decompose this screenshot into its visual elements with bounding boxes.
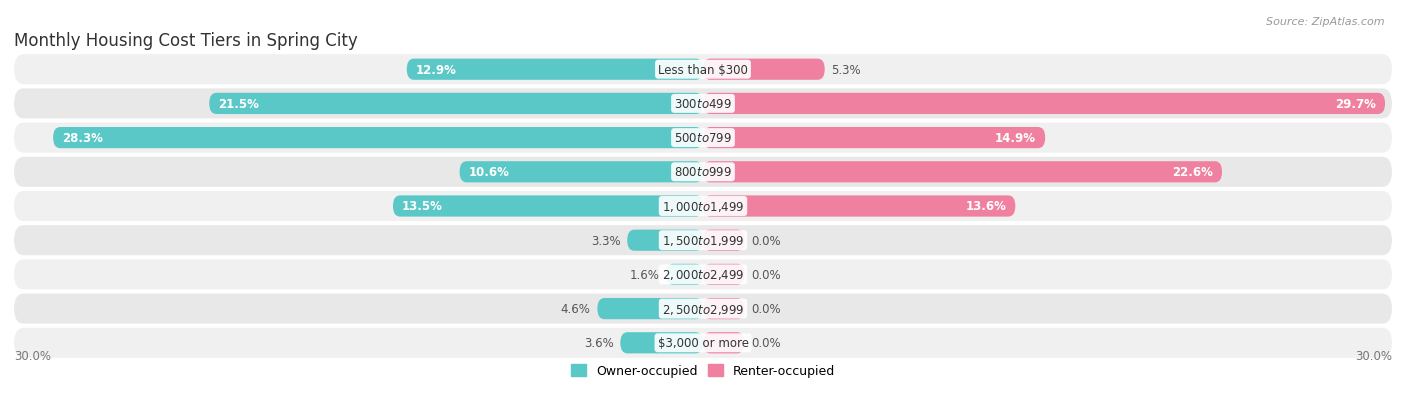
Text: $500 to $799: $500 to $799 <box>673 132 733 145</box>
FancyBboxPatch shape <box>703 128 1045 149</box>
Text: Source: ZipAtlas.com: Source: ZipAtlas.com <box>1267 17 1385 26</box>
FancyBboxPatch shape <box>627 230 703 251</box>
Text: 0.0%: 0.0% <box>751 268 780 281</box>
FancyBboxPatch shape <box>460 162 703 183</box>
FancyBboxPatch shape <box>703 230 744 251</box>
Text: 1.6%: 1.6% <box>630 268 659 281</box>
Legend: Owner-occupied, Renter-occupied: Owner-occupied, Renter-occupied <box>567 359 839 382</box>
Text: 3.3%: 3.3% <box>591 234 620 247</box>
FancyBboxPatch shape <box>703 196 1015 217</box>
FancyBboxPatch shape <box>703 94 1385 115</box>
FancyBboxPatch shape <box>209 94 703 115</box>
Text: Less than $300: Less than $300 <box>658 64 748 76</box>
FancyBboxPatch shape <box>703 298 744 319</box>
Text: 4.6%: 4.6% <box>561 302 591 316</box>
Text: 3.6%: 3.6% <box>583 337 613 349</box>
FancyBboxPatch shape <box>703 264 744 285</box>
Text: 28.3%: 28.3% <box>62 132 103 145</box>
FancyBboxPatch shape <box>14 123 1392 153</box>
Text: 0.0%: 0.0% <box>751 337 780 349</box>
FancyBboxPatch shape <box>703 162 1222 183</box>
Text: 22.6%: 22.6% <box>1173 166 1213 179</box>
FancyBboxPatch shape <box>14 89 1392 119</box>
FancyBboxPatch shape <box>14 328 1392 358</box>
FancyBboxPatch shape <box>666 264 703 285</box>
Text: 13.5%: 13.5% <box>402 200 443 213</box>
FancyBboxPatch shape <box>14 294 1392 324</box>
FancyBboxPatch shape <box>14 157 1392 188</box>
Text: 12.9%: 12.9% <box>416 64 457 76</box>
FancyBboxPatch shape <box>14 192 1392 221</box>
Text: $2,000 to $2,499: $2,000 to $2,499 <box>662 268 744 282</box>
Text: $1,000 to $1,499: $1,000 to $1,499 <box>662 199 744 214</box>
Text: $3,000 or more: $3,000 or more <box>658 337 748 349</box>
FancyBboxPatch shape <box>703 59 825 81</box>
FancyBboxPatch shape <box>53 128 703 149</box>
FancyBboxPatch shape <box>598 298 703 319</box>
Text: $800 to $999: $800 to $999 <box>673 166 733 179</box>
Text: 30.0%: 30.0% <box>14 349 51 362</box>
Text: 10.6%: 10.6% <box>468 166 509 179</box>
FancyBboxPatch shape <box>620 332 703 354</box>
Text: $1,500 to $1,999: $1,500 to $1,999 <box>662 234 744 248</box>
Text: 29.7%: 29.7% <box>1334 97 1376 111</box>
Text: $300 to $499: $300 to $499 <box>673 97 733 111</box>
FancyBboxPatch shape <box>14 55 1392 85</box>
FancyBboxPatch shape <box>14 225 1392 256</box>
FancyBboxPatch shape <box>703 332 744 354</box>
FancyBboxPatch shape <box>14 260 1392 290</box>
Text: 0.0%: 0.0% <box>751 302 780 316</box>
Text: 13.6%: 13.6% <box>966 200 1007 213</box>
Text: 30.0%: 30.0% <box>1355 349 1392 362</box>
Text: Monthly Housing Cost Tiers in Spring City: Monthly Housing Cost Tiers in Spring Cit… <box>14 32 357 50</box>
Text: 0.0%: 0.0% <box>751 234 780 247</box>
FancyBboxPatch shape <box>406 59 703 81</box>
Text: 14.9%: 14.9% <box>995 132 1036 145</box>
FancyBboxPatch shape <box>392 196 703 217</box>
Text: $2,500 to $2,999: $2,500 to $2,999 <box>662 302 744 316</box>
Text: 5.3%: 5.3% <box>831 64 862 76</box>
Text: 21.5%: 21.5% <box>218 97 259 111</box>
